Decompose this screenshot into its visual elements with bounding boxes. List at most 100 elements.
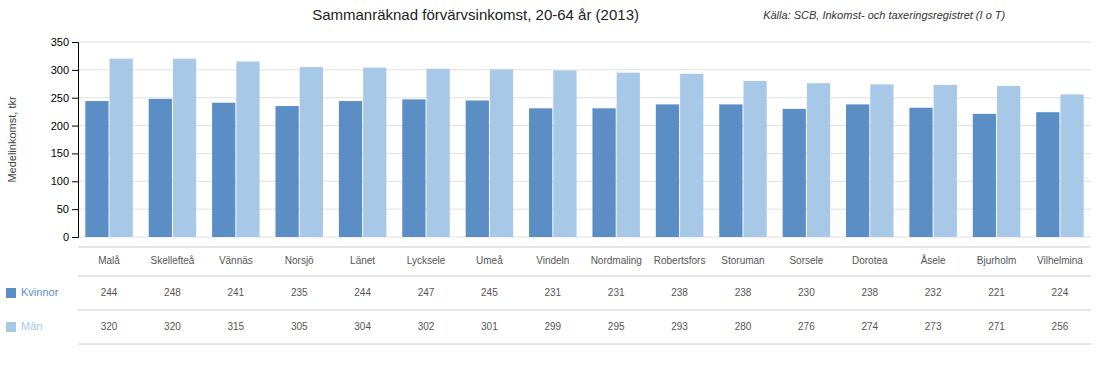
grid-line [78, 69, 1091, 70]
bar [743, 81, 766, 237]
category-label: Vännäs [219, 255, 253, 266]
grid [78, 42, 1091, 237]
bar [909, 108, 932, 237]
y-tick: 100 [51, 175, 78, 187]
data-label: 238 [735, 287, 752, 298]
bar [719, 104, 742, 237]
legend-label: Kvinnor [21, 286, 59, 298]
y-tick-mark [72, 42, 78, 43]
bar [553, 70, 576, 237]
bar [1036, 112, 1059, 237]
y-tick-label: 150 [51, 147, 69, 159]
data-label: 224 [1052, 287, 1069, 298]
category-label: Vindeln [536, 255, 569, 266]
bar-series [110, 59, 1084, 237]
data-label: 304 [354, 321, 371, 332]
category-label: Lycksele [407, 255, 446, 266]
category-label: Storuman [721, 255, 764, 266]
category-label: Åsele [921, 254, 946, 266]
bar [149, 99, 172, 237]
bar [402, 99, 425, 237]
y-axis-line [72, 43, 79, 238]
bar [339, 101, 362, 237]
legend-item: Män [6, 320, 42, 332]
table-line [78, 344, 1091, 345]
bar [85, 101, 108, 237]
data-label: 232 [925, 287, 942, 298]
table-line [78, 276, 1091, 277]
y-tick: 50 [57, 203, 78, 215]
data-label: 238 [861, 287, 878, 298]
y-tick-label: 300 [51, 64, 69, 76]
data-label: 305 [291, 321, 308, 332]
bar [1060, 94, 1083, 237]
data-label: 293 [671, 321, 688, 332]
category-label: Nordmaling [591, 255, 642, 266]
data-label: 247 [418, 287, 435, 298]
bar [427, 69, 450, 237]
y-tick-mark [72, 70, 78, 71]
category-label: Umeå [476, 255, 503, 266]
bar [529, 108, 552, 237]
bars [85, 59, 1083, 237]
data-label: 274 [861, 321, 878, 332]
category-label: Dorotea [852, 255, 888, 266]
y-tick-mark [72, 237, 78, 238]
y-tick-mark [72, 209, 78, 210]
y-tick: 250 [51, 92, 78, 104]
bar [212, 103, 235, 237]
bar [236, 62, 259, 238]
bar [466, 101, 489, 238]
y-tick: 0 [63, 231, 78, 243]
y-tick: 300 [51, 64, 78, 76]
title: Sammanräknad förvärvsinkomst, 20-64 år (… [312, 6, 639, 23]
data-label: 248 [164, 287, 181, 298]
bar [490, 69, 513, 237]
data-label: 241 [228, 287, 245, 298]
bar [846, 104, 869, 237]
bar [807, 83, 830, 237]
grid-line [78, 42, 1091, 43]
y-tick-label: 0 [63, 231, 69, 243]
y-tick-mark [72, 98, 78, 99]
data-label: 256 [1052, 321, 1069, 332]
bar [110, 59, 133, 237]
data-label: 244 [354, 287, 371, 298]
y-tick: 350 [51, 36, 78, 48]
category-label: Sorsele [789, 255, 823, 266]
bar [870, 84, 893, 237]
data-label: 273 [925, 321, 942, 332]
y-tick-label: 50 [57, 203, 69, 215]
data-label: 315 [228, 321, 245, 332]
data-label: 301 [481, 321, 498, 332]
legend-swatch [6, 288, 16, 298]
y-tick-label: 100 [51, 175, 69, 187]
bar [973, 114, 996, 237]
y-tick-label: 350 [51, 36, 69, 48]
category-label: Norsjö [285, 255, 314, 266]
legend-label: Män [21, 320, 42, 332]
y-tick: 150 [51, 147, 78, 159]
data-label: 221 [988, 287, 1005, 298]
data-label: 244 [101, 287, 118, 298]
table-line [78, 247, 1091, 248]
category-label: Bjurholm [977, 255, 1016, 266]
bar [997, 86, 1020, 237]
data-label: 245 [481, 287, 498, 298]
data-label: 238 [671, 287, 688, 298]
y-axis: 0 50 100 150 200 250 300 350 [51, 36, 79, 243]
data-label: 299 [544, 321, 561, 332]
table-line [78, 310, 1091, 311]
y-tick-mark [72, 181, 78, 182]
bar [656, 104, 679, 237]
bar [592, 108, 615, 237]
data-label: 320 [101, 321, 118, 332]
data-label: 230 [798, 287, 815, 298]
bar [275, 106, 298, 237]
data-label: 295 [608, 321, 625, 332]
table: MalåSkellefteåVännäsNorsjöLänetLyckseleU… [6, 247, 1091, 344]
category-label: Skellefteå [150, 255, 194, 266]
y-tick-label: 200 [51, 120, 69, 132]
category-label: Vilhelmina [1037, 255, 1083, 266]
y-tick: 200 [51, 120, 78, 132]
